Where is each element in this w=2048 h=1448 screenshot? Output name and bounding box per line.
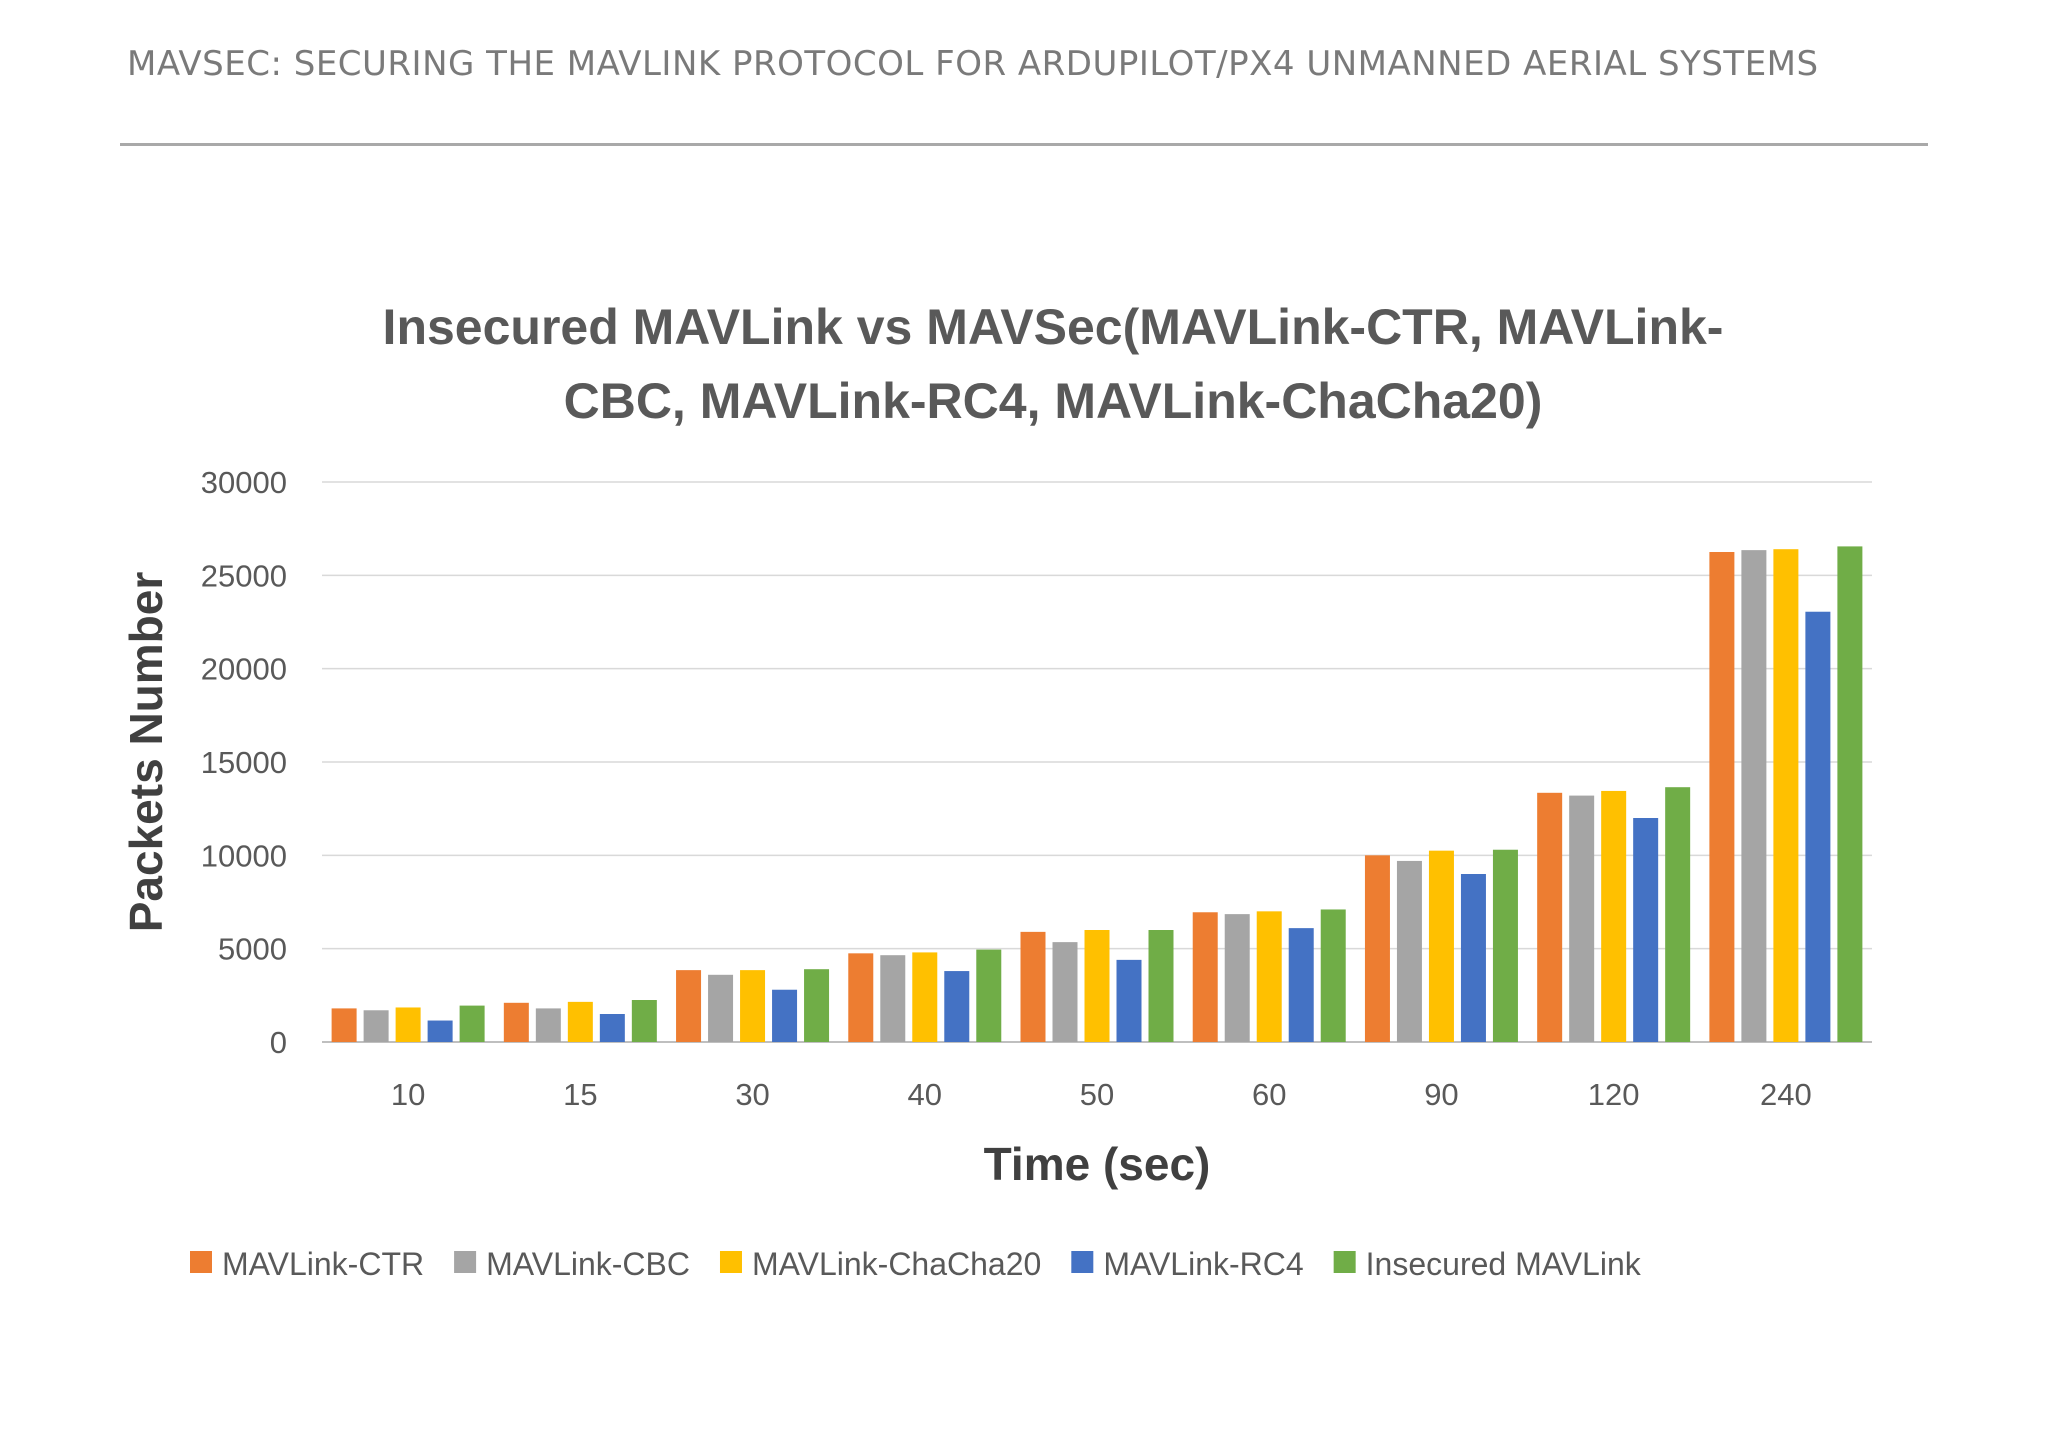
bar <box>1396 860 1422 1042</box>
bar <box>708 974 734 1042</box>
bar <box>1256 911 1282 1042</box>
x-tick-label: 60 <box>1252 1077 1286 1112</box>
x-axis-label: Time (sec) <box>984 1138 1211 1190</box>
x-tick-label: 40 <box>908 1077 942 1112</box>
y-tick-label: 20000 <box>201 652 287 687</box>
bar <box>676 970 702 1042</box>
bar <box>1084 930 1110 1042</box>
x-tick-label: 10 <box>391 1077 425 1112</box>
header-divider <box>120 143 1928 146</box>
x-tick-label: 120 <box>1588 1077 1640 1112</box>
bar <box>1537 792 1563 1042</box>
bar <box>535 1008 561 1042</box>
bar <box>804 969 830 1042</box>
y-tick-label: 10000 <box>201 838 287 873</box>
y-tick-label: 30000 <box>201 465 287 500</box>
bar <box>363 1010 389 1042</box>
bar <box>1288 928 1314 1042</box>
y-tick-label: 15000 <box>201 745 287 780</box>
bar <box>848 953 874 1042</box>
bar <box>631 1000 657 1042</box>
bar <box>1224 914 1250 1042</box>
bar <box>1773 549 1799 1042</box>
bar <box>772 989 798 1042</box>
bar <box>1460 874 1486 1042</box>
bar <box>1428 850 1454 1042</box>
bar <box>1020 931 1046 1042</box>
legend: MAVLink-CTR MAVLink-CBC MAVLink-ChaCha20 MA… <box>190 1246 1642 1282</box>
bar <box>427 1020 453 1042</box>
legend-label: MAVLink-ChaCha20 <box>752 1246 1041 1282</box>
x-tick-label: 30 <box>735 1077 769 1112</box>
bar <box>976 949 1002 1042</box>
legend-swatch <box>454 1251 477 1273</box>
bar <box>1601 790 1627 1042</box>
bar <box>880 955 906 1042</box>
bar <box>1665 787 1691 1042</box>
bar <box>459 1005 485 1042</box>
bar <box>1148 930 1174 1042</box>
x-tick-label: 240 <box>1760 1077 1812 1112</box>
x-axis-tick-labels: 10 15 30 40 50 60 90 120 240 <box>391 1077 1812 1112</box>
bar <box>395 1007 421 1042</box>
bar <box>944 971 970 1042</box>
bar <box>1052 942 1078 1042</box>
bar <box>503 1002 529 1042</box>
y-tick-label: 25000 <box>201 558 287 593</box>
bar <box>1709 552 1735 1042</box>
y-axis-label: Packets Number <box>120 572 172 933</box>
x-tick-label: 50 <box>1080 1077 1114 1112</box>
y-axis-tick-labels: 0 5000 10000 15000 20000 25000 30000 <box>201 465 287 1060</box>
bar <box>740 970 766 1042</box>
bar <box>567 1001 593 1042</box>
chart-title-line-2: CBC, MAVLink-RC4, MAVLink-ChaCha20) <box>564 373 1543 429</box>
bars <box>331 546 1863 1042</box>
bar <box>599 1014 625 1042</box>
legend-label: MAVLink-CTR <box>222 1246 424 1282</box>
legend-swatch <box>719 1251 742 1273</box>
legend-swatch <box>190 1251 212 1273</box>
bar <box>1192 912 1218 1042</box>
y-tick-label: 0 <box>270 1025 287 1060</box>
bar <box>1320 909 1346 1042</box>
chart-title: Insecured MAVLink vs MAVSec(MAVLink-CTR,… <box>383 299 1724 429</box>
bar <box>1569 795 1595 1042</box>
legend-label: Insecured MAVLink <box>1366 1246 1642 1282</box>
bar <box>1837 546 1863 1042</box>
bar <box>912 952 938 1042</box>
x-tick-label: 15 <box>563 1077 597 1112</box>
bar <box>1492 849 1518 1042</box>
bar <box>1364 855 1390 1042</box>
x-tick-label: 90 <box>1424 1077 1458 1112</box>
bar <box>331 1008 357 1042</box>
bar <box>1741 550 1767 1042</box>
legend-swatch <box>1071 1251 1094 1273</box>
y-tick-label: 5000 <box>218 932 287 967</box>
chart-title-line-1: Insecured MAVLink vs MAVSec(MAVLink-CTR,… <box>383 299 1724 355</box>
legend-label: MAVLink-CBC <box>486 1246 690 1282</box>
bar <box>1633 818 1659 1042</box>
page-header-title: MAVSEC: SECURING THE MAVLINK PROTOCOL FO… <box>127 44 1819 84</box>
legend-label: MAVLink-RC4 <box>1103 1246 1303 1282</box>
legend-swatch <box>1333 1251 1356 1273</box>
bar <box>1805 611 1831 1042</box>
bar <box>1116 959 1142 1042</box>
